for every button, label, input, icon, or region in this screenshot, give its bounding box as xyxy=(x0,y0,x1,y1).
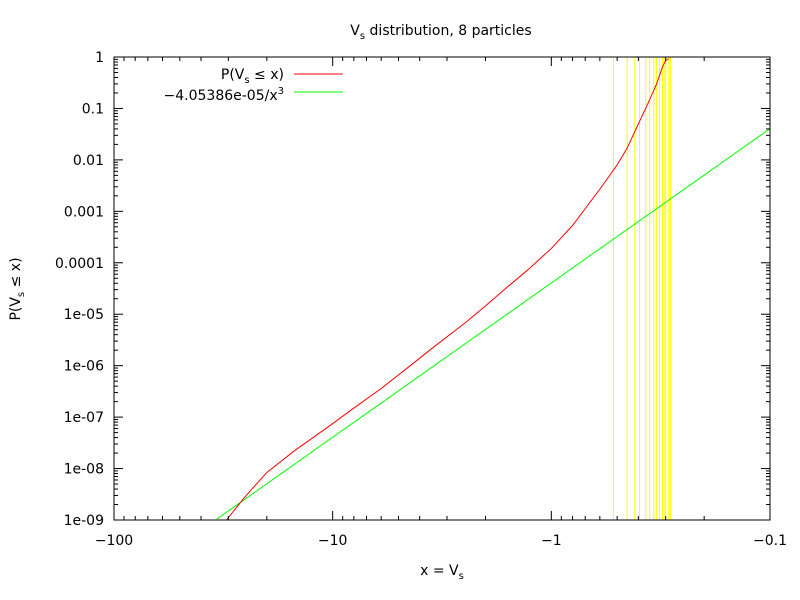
x-axis-label: x = Vs xyxy=(420,563,464,582)
x-tick-label-1: −10 xyxy=(318,533,348,549)
y-tick-label-8: 0.1 xyxy=(82,101,104,117)
power-law-line xyxy=(216,128,771,520)
axis-ticks: 1e-09 1e-08 1e-07 1e-06 1e-05 0.0001 0.001 0.01… xyxy=(55,50,787,549)
plot-frame xyxy=(113,56,771,521)
legend-label-probability: P(Vs ≤ x) xyxy=(221,67,284,86)
y-tick-label-4: 1e-05 xyxy=(64,307,104,323)
y-tick-label-2: 1e-07 xyxy=(64,410,104,426)
y-tick-label-5: 0.0001 xyxy=(55,256,104,272)
chart-title: Vs distribution, 8 particles xyxy=(350,23,531,42)
x-tick-label-3: −0.1 xyxy=(753,533,787,549)
x-tick-label-2: −1 xyxy=(541,533,562,549)
curves xyxy=(216,58,771,521)
y-tick-label-0: 1e-09 xyxy=(64,513,104,529)
y-tick-label-9: 1 xyxy=(95,50,104,66)
legend-label-power-law: −4.05386e-05/x3 xyxy=(164,86,284,104)
y-tick-label-3: 1e-06 xyxy=(64,359,104,375)
y-axis-label: P(Vs ≤ x) xyxy=(8,257,27,320)
x-tick-label-0: −100 xyxy=(95,533,133,549)
y-tick-label-7: 0.01 xyxy=(73,153,104,169)
y-tick-label-6: 0.001 xyxy=(64,204,104,220)
legend: P(Vs ≤ x) −4.05386e-05/x3 xyxy=(164,67,343,104)
probability-curve xyxy=(226,58,670,521)
vertical-marker-lines xyxy=(612,57,672,520)
y-tick-label-1: 1e-08 xyxy=(64,462,104,478)
